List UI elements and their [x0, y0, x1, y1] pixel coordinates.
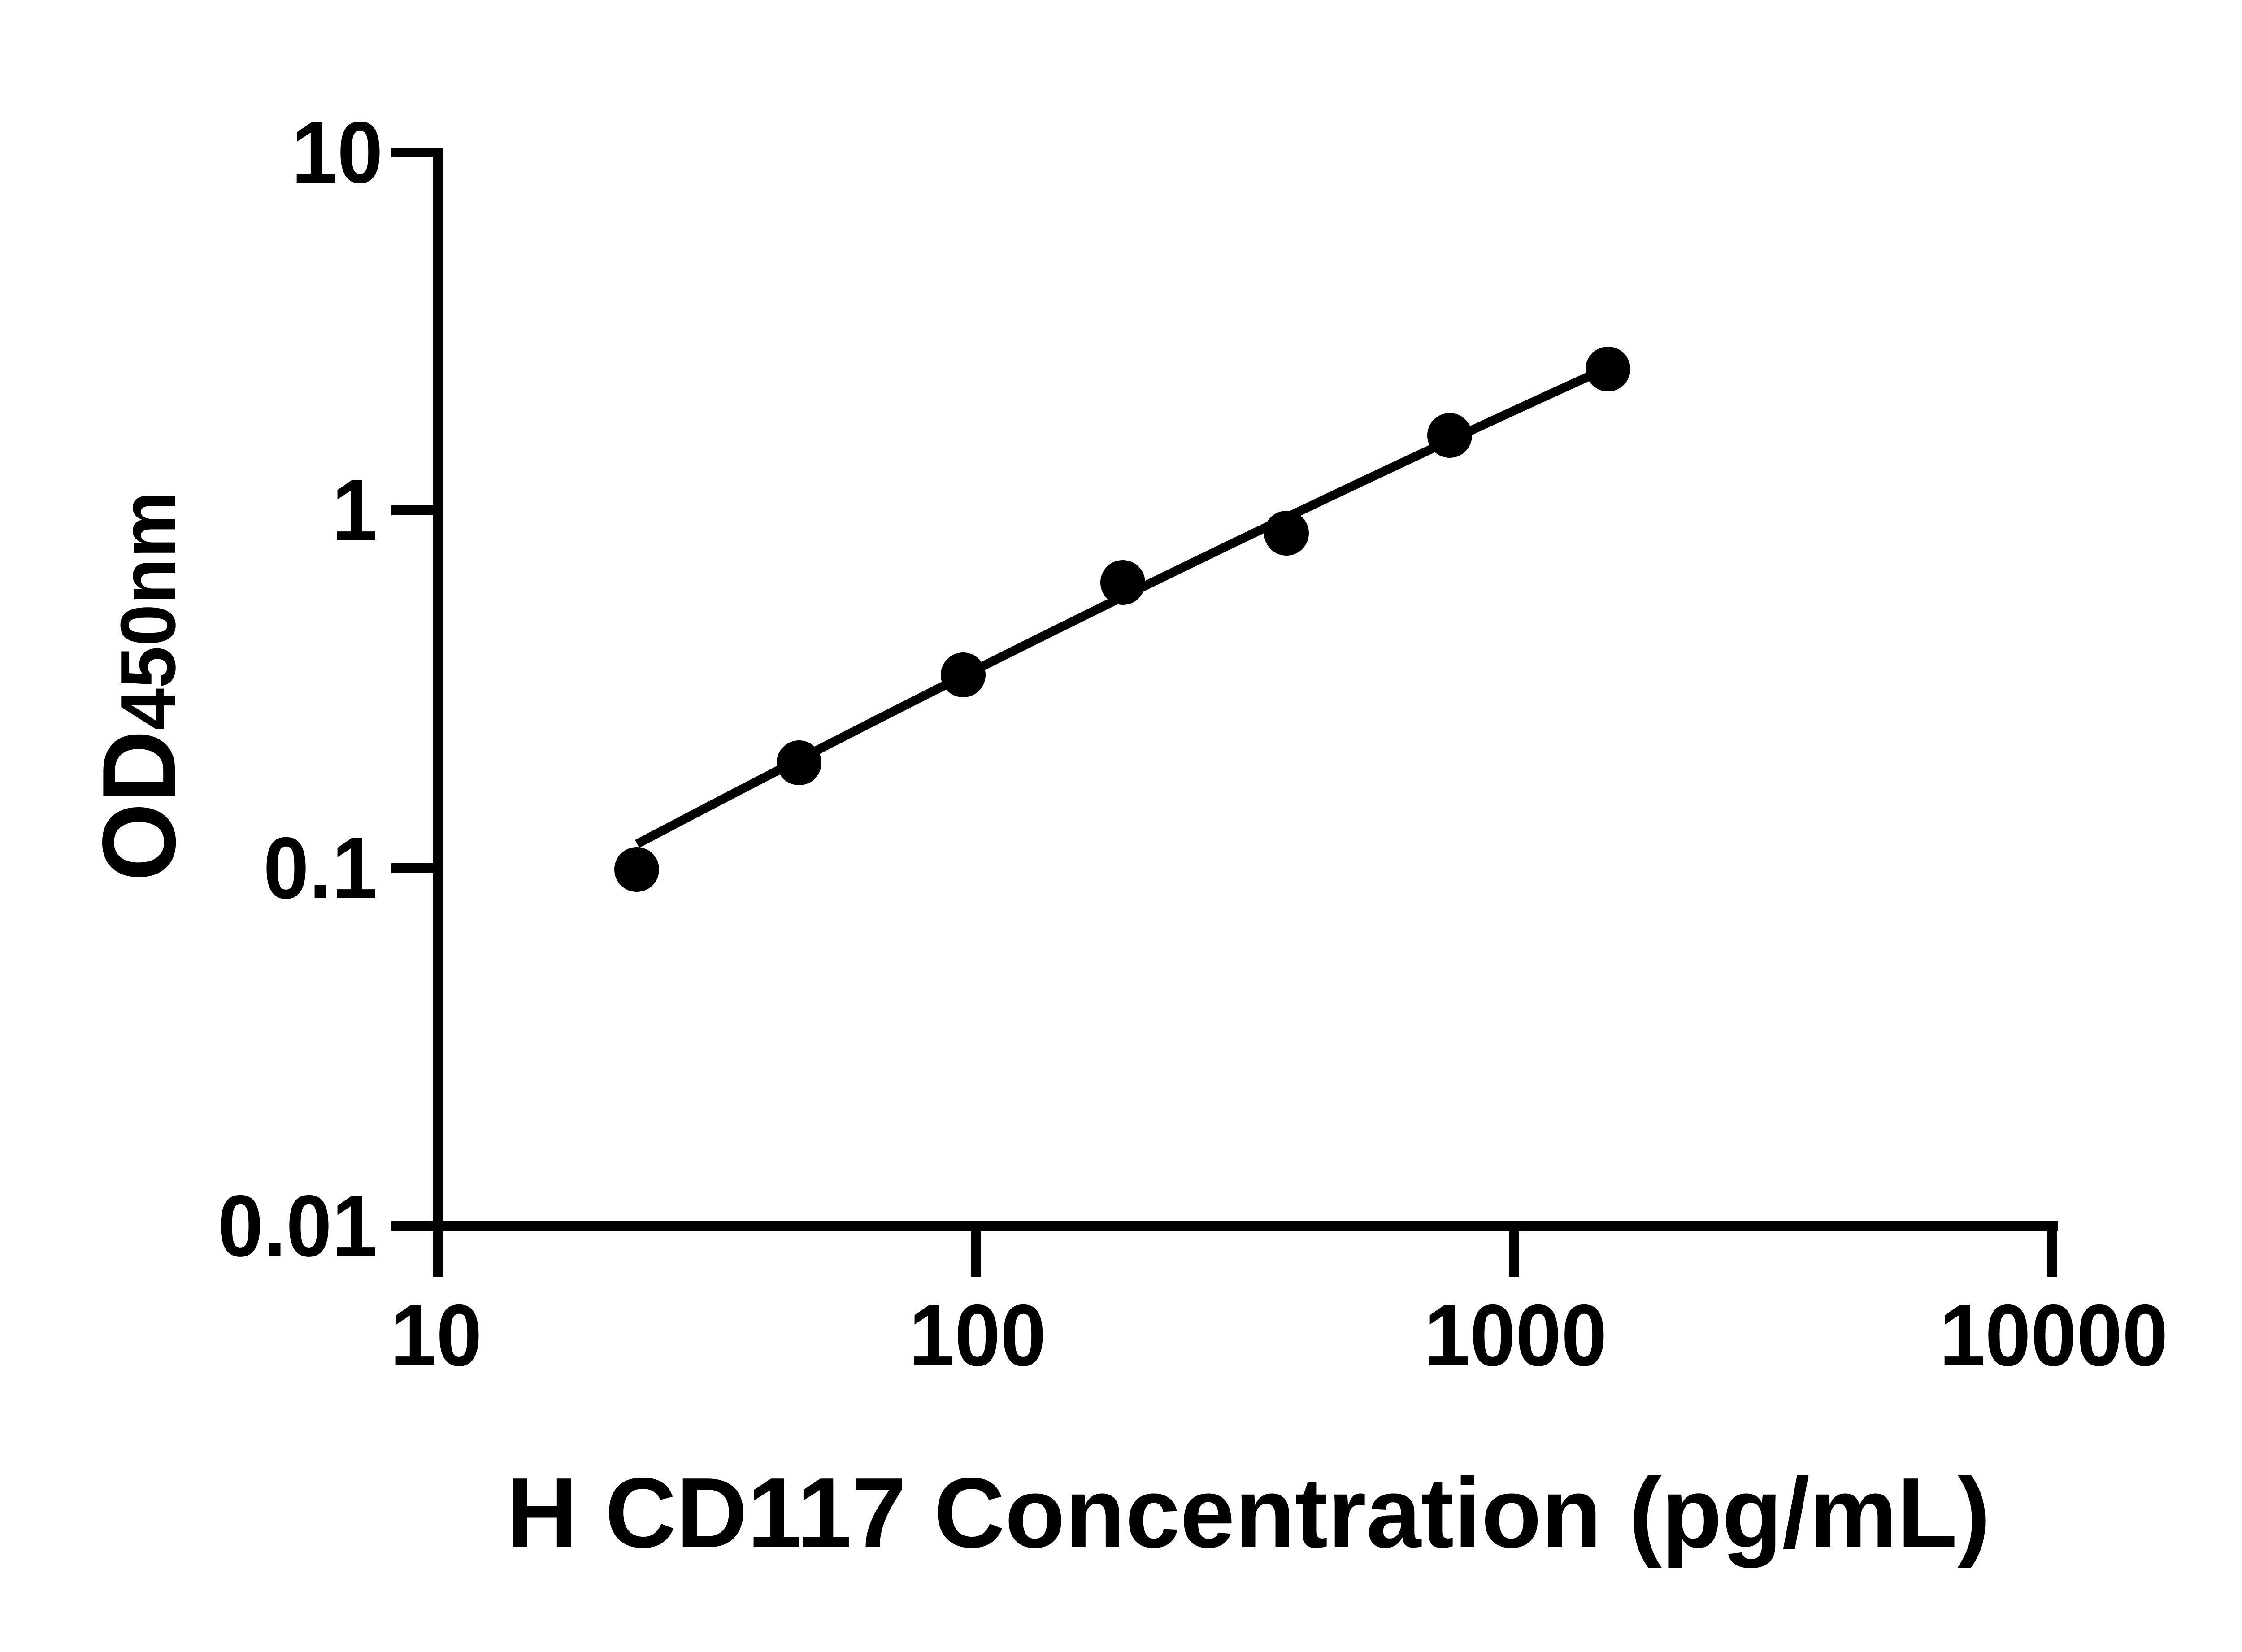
svg-text:10000: 10000 [1939, 1287, 2168, 1384]
svg-text:1000: 1000 [1424, 1287, 1607, 1384]
svg-text:10: 10 [391, 1287, 482, 1384]
svg-text:0.01: 0.01 [217, 1178, 378, 1275]
svg-text:0.1: 0.1 [263, 820, 378, 917]
svg-text:1: 1 [332, 462, 378, 559]
svg-text:100: 100 [909, 1287, 1046, 1384]
svg-text:H CD117 Concentration (pg/mL): H CD117 Concentration (pg/mL) [507, 1457, 1990, 1568]
svg-text:10: 10 [291, 104, 383, 201]
